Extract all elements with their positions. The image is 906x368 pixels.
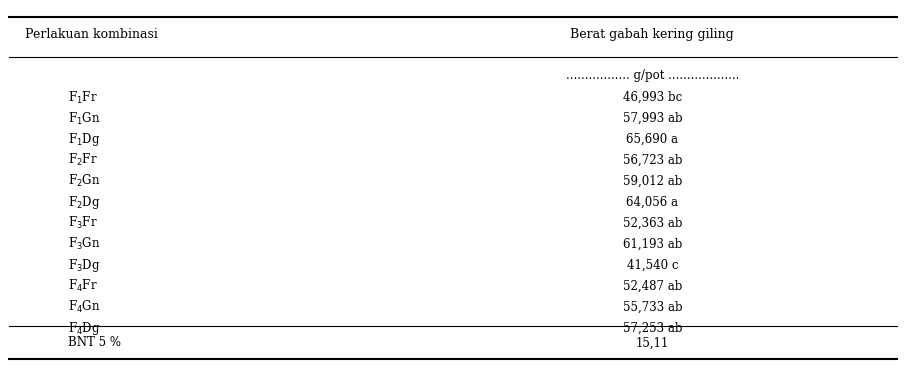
Text: F$_3$Fr: F$_3$Fr: [68, 215, 98, 231]
Text: F$_1$Gn: F$_1$Gn: [68, 110, 101, 127]
Text: F$_3$Dg: F$_3$Dg: [68, 257, 101, 274]
Text: BNT 5 %: BNT 5 %: [68, 336, 120, 350]
Text: F$_3$Gn: F$_3$Gn: [68, 236, 101, 252]
Text: F$_2$Gn: F$_2$Gn: [68, 173, 101, 190]
Text: 55,733 ab: 55,733 ab: [622, 301, 682, 314]
Text: F$_1$Dg: F$_1$Dg: [68, 131, 101, 148]
Text: F$_2$Fr: F$_2$Fr: [68, 152, 98, 169]
Text: 61,193 ab: 61,193 ab: [622, 238, 682, 251]
Text: 64,056 a: 64,056 a: [626, 196, 679, 209]
Text: 52,487 ab: 52,487 ab: [622, 280, 682, 293]
Text: 15,11: 15,11: [636, 336, 669, 350]
Text: 57,993 ab: 57,993 ab: [622, 112, 682, 125]
Text: ................. g/pot ...................: ................. g/pot ................…: [565, 69, 739, 82]
Text: F$_1$Fr: F$_1$Fr: [68, 89, 98, 106]
Text: F$_4$Gn: F$_4$Gn: [68, 299, 101, 315]
Text: 59,012 ab: 59,012 ab: [622, 175, 682, 188]
Text: 56,723 ab: 56,723 ab: [622, 154, 682, 167]
Text: Berat gabah kering giling: Berat gabah kering giling: [571, 28, 734, 42]
Text: Perlakuan kombinasi: Perlakuan kombinasi: [25, 28, 159, 42]
Text: 41,540 c: 41,540 c: [627, 259, 678, 272]
Text: 65,690 a: 65,690 a: [626, 133, 679, 146]
Text: 57,253 ab: 57,253 ab: [622, 322, 682, 335]
Text: 46,993 bc: 46,993 bc: [622, 91, 682, 104]
Text: F$_2$Dg: F$_2$Dg: [68, 194, 101, 211]
Text: F$_4$Fr: F$_4$Fr: [68, 278, 98, 294]
Text: F$_4$Dg: F$_4$Dg: [68, 320, 101, 337]
Text: 52,363 ab: 52,363 ab: [622, 217, 682, 230]
